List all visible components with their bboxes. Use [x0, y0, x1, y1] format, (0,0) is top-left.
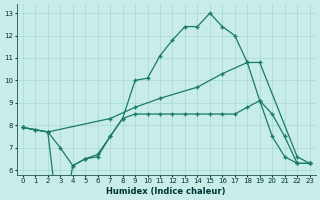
- X-axis label: Humidex (Indice chaleur): Humidex (Indice chaleur): [107, 187, 226, 196]
